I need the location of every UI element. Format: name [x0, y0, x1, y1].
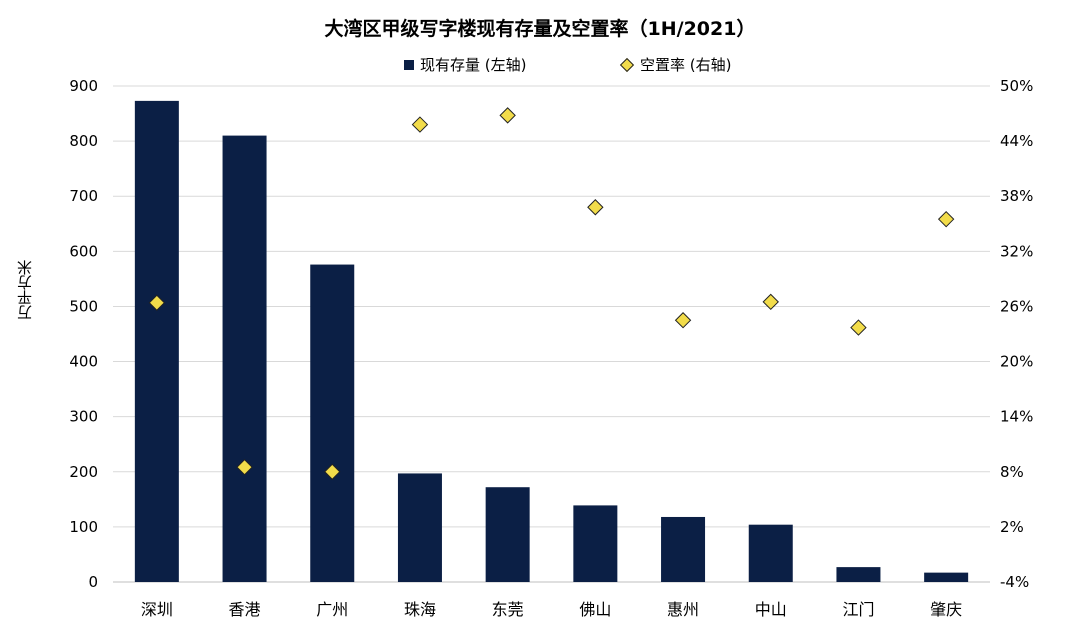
vacancy-marker [937, 210, 955, 228]
bar [222, 135, 267, 582]
y-tick-right: 8% [1000, 463, 1024, 481]
bar [748, 524, 793, 582]
y-tick-left: 0 [88, 573, 98, 591]
bar [573, 505, 618, 582]
vacancy-marker [236, 458, 253, 476]
y-tick-right: -4% [1000, 573, 1029, 591]
y-tick-left: 500 [69, 297, 98, 315]
y-tick-left: 200 [69, 463, 98, 481]
legend-item-vacancy: 空置率 (右轴) [619, 54, 732, 75]
legend-bar-swatch [404, 59, 414, 70]
x-tick-label: 东莞 [492, 600, 524, 619]
y-axis-right: -4% 2% 8% 14% 20% 26% 32% 38% 44% 50% [1000, 77, 1033, 591]
y-tick-left: 300 [69, 408, 98, 426]
bar [397, 473, 442, 582]
x-tick-label: 惠州 [667, 600, 699, 619]
vacancy-marker [499, 107, 516, 124]
bar [485, 487, 530, 582]
legend: 现有存量 (左轴) 空置率 (右轴) [0, 54, 1080, 78]
vacancy-marker [587, 199, 604, 216]
y-tick-left: 800 [69, 132, 98, 150]
y-tick-right: 32% [1000, 242, 1033, 260]
vacancy-marker [674, 312, 692, 329]
x-tick-label: 中山 [755, 600, 787, 619]
bar [924, 572, 969, 582]
y-tick-right: 50% [1000, 77, 1033, 95]
y-tick-right: 2% [1000, 518, 1024, 536]
bar [836, 567, 881, 582]
y-tick-right: 38% [1000, 187, 1033, 205]
y-axis-left: 0 100 200 300 400 500 600 700 800 900 [69, 77, 98, 591]
y-tick-left: 100 [69, 518, 98, 536]
y-tick-right: 26% [1000, 297, 1033, 315]
x-tick-label: 深圳 [141, 600, 173, 619]
x-axis: 深圳 香港 广州 珠海 东莞 佛山 惠州 中山 江门 肇庆 [141, 600, 962, 619]
vacancy-series [148, 107, 955, 480]
legend-label-vacancy: 空置率 (右轴) [640, 56, 732, 74]
bar-series [134, 100, 969, 582]
vacancy-marker [850, 319, 867, 336]
bar [310, 264, 355, 582]
x-tick-label: 香港 [229, 600, 261, 619]
vacancy-marker [411, 116, 429, 133]
y-tick-right: 44% [1000, 132, 1033, 150]
legend-label-stock: 现有存量 (左轴) [420, 56, 527, 74]
y-tick-right: 20% [1000, 353, 1033, 371]
x-tick-label: 珠海 [404, 600, 436, 619]
x-tick-label: 江门 [842, 600, 874, 619]
legend-item-stock: 现有存量 (左轴) [404, 54, 526, 75]
vacancy-marker [762, 293, 779, 311]
y-tick-left: 700 [69, 187, 98, 205]
vacancy-marker [148, 294, 166, 311]
x-tick-label: 广州 [316, 600, 348, 619]
bar [661, 516, 706, 582]
bar [134, 100, 179, 582]
y-tick-right: 14% [1000, 408, 1033, 426]
vacancy-marker [324, 463, 341, 480]
y-tick-left: 400 [69, 353, 98, 371]
chart-title: 大湾区甲级写字楼现有存量及空置率（1H/2021） [324, 18, 756, 40]
x-tick-label: 肇庆 [930, 600, 962, 619]
x-tick-label: 佛山 [579, 600, 611, 619]
y-tick-left: 600 [69, 242, 98, 260]
y-tick-left: 900 [69, 77, 98, 95]
